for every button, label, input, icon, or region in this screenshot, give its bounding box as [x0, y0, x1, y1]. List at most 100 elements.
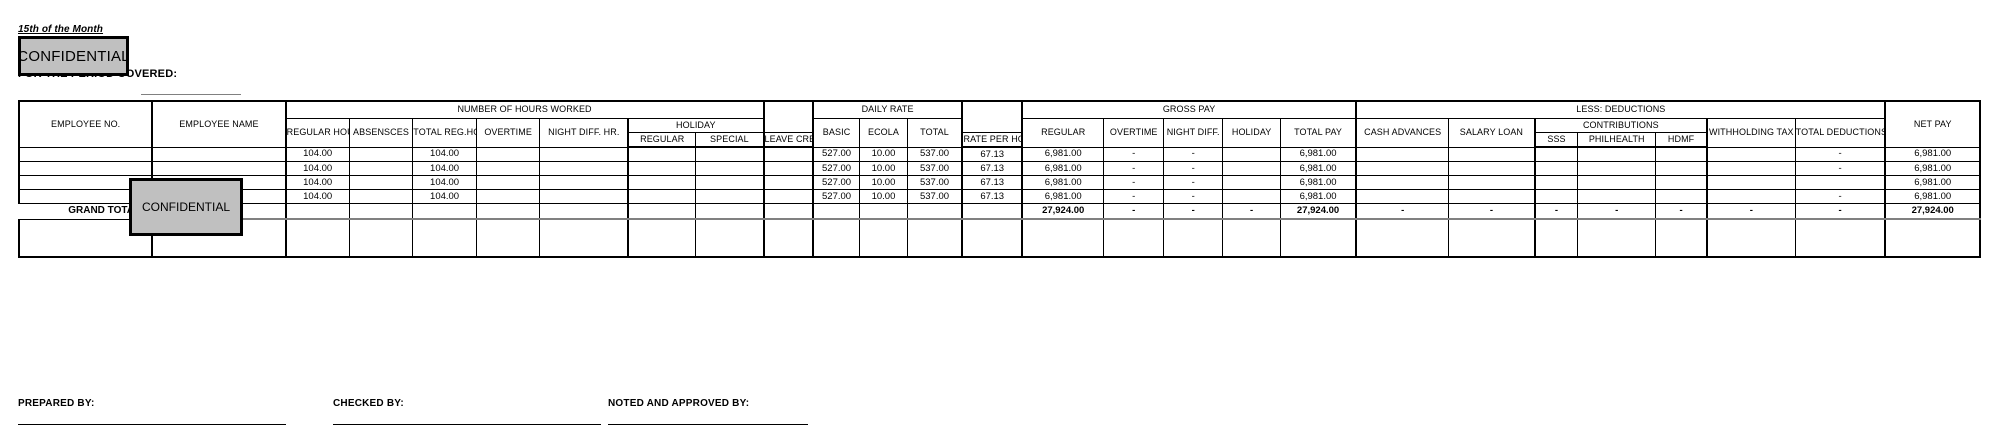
payroll-table-container: EMPLOYEE NO. EMPLOYEE NAME NUMBER OF HOU… — [17, 100, 1981, 258]
cell-total-pay: 6,981.00 — [1279, 146, 1358, 162]
total-holiday-regular — [627, 203, 697, 220]
filler-philhealth — [1577, 218, 1657, 258]
header-group-daily-rate: DAILY RATE — [811, 100, 964, 119]
cell-cash-advances — [1355, 146, 1450, 162]
total-cash-advances: - — [1355, 203, 1450, 220]
filler-gross-night-diff — [1162, 218, 1224, 258]
cell-holiday-special — [695, 161, 765, 176]
total-net-pay: 27,924.00 — [1884, 203, 1981, 220]
header-leave-credits-label: LEAVE CREDITS — [762, 132, 814, 148]
filler-absences — [348, 218, 414, 258]
cell-gross-overtime: - — [1103, 146, 1164, 162]
header-total-pay: TOTAL PAY — [1279, 118, 1358, 147]
signature-prepared-by: PREPARED BY: — [18, 398, 286, 425]
signature-footer: PREPARED BY: CHECKED BY: NOTED AND APPRO… — [18, 398, 1018, 446]
cell-total-pay: 6,981.00 — [1279, 189, 1358, 204]
header-overtime-hours: OVERTIME — [475, 118, 541, 147]
cell-holiday-special — [695, 175, 765, 190]
total-withholding-tax: - — [1706, 203, 1796, 220]
cell-hdmf — [1655, 175, 1708, 190]
total-gross-regular: 27,924.00 — [1020, 203, 1105, 220]
cell-sss — [1533, 146, 1579, 162]
checked-by-line — [333, 424, 601, 425]
header-absences: ABSENSCES — [348, 118, 414, 147]
header-gross-holiday: HOLIDAY — [1222, 118, 1281, 147]
cell-ecola: 10.00 — [859, 189, 908, 204]
filler-holiday-special — [695, 218, 765, 258]
cell-daily-total: 537.00 — [906, 189, 964, 204]
cell-leave-credits — [762, 175, 814, 190]
cell-gross-regular: 6,981.00 — [1020, 175, 1105, 190]
total-gross-holiday: - — [1222, 203, 1281, 220]
filler-hdmf — [1655, 218, 1708, 258]
filler-total-deductions — [1794, 218, 1887, 258]
cell-basic: 527.00 — [811, 161, 861, 176]
cell-holiday-regular — [627, 189, 697, 204]
cell-hdmf — [1655, 189, 1708, 204]
cell-daily-total: 537.00 — [906, 146, 964, 162]
cell-total-pay: 6,981.00 — [1279, 161, 1358, 176]
header-gross-regular: REGULAR — [1020, 118, 1105, 147]
cell-employee-name — [151, 146, 287, 162]
cell-night-diff-hr — [539, 189, 629, 204]
cell-withholding-tax — [1706, 161, 1796, 176]
cell-salary-loan — [1448, 161, 1536, 176]
total-total-pay: 27,924.00 — [1279, 203, 1358, 220]
cell-absences — [348, 189, 414, 204]
cell-withholding-tax — [1706, 189, 1796, 204]
cell-regular-hours: 104.00 — [284, 189, 350, 204]
cell-philhealth — [1577, 161, 1657, 176]
filler-gross-holiday — [1222, 218, 1281, 258]
total-basic — [811, 203, 861, 220]
header-total-reg-hours: TOTAL REG.HOURS — [412, 118, 477, 147]
total-total-reg-hours — [412, 203, 477, 220]
header-employee-name: EMPLOYEE NAME — [151, 100, 287, 148]
cell-gross-overtime: - — [1103, 175, 1164, 190]
total-total-deductions: - — [1794, 203, 1887, 220]
noted-approved-by-line — [608, 424, 808, 425]
cell-net-pay: 6,981.00 — [1884, 189, 1981, 204]
grand-total-label: GRAND TOTAL — [68, 205, 141, 216]
cell-gross-night-diff: - — [1162, 161, 1224, 176]
cell-net-pay: 6,981.00 — [1884, 175, 1981, 190]
cell-regular-hours: 104.00 — [284, 146, 350, 162]
total-regular-hours — [284, 203, 350, 220]
cell-overtime-hours — [475, 175, 541, 190]
cell-absences — [348, 175, 414, 190]
total-rate-per-hour — [961, 203, 1023, 220]
cell-night-diff-hr — [539, 161, 629, 176]
filler-night-diff-hr — [539, 218, 629, 258]
cell-gross-overtime: - — [1103, 161, 1164, 176]
table-row: 104.00 104.00 527.00 10.00 537.00 67.13 … — [17, 189, 1981, 204]
cell-total-reg-hours: 104.00 — [412, 175, 477, 190]
cell-total-reg-hours: 104.00 — [412, 189, 477, 204]
cell-sss — [1533, 161, 1579, 176]
cell-overtime-hours — [475, 189, 541, 204]
total-gross-night-diff: - — [1162, 203, 1224, 220]
cell-philhealth — [1577, 175, 1657, 190]
cell-regular-hours: 104.00 — [284, 161, 350, 176]
payroll-table: EMPLOYEE NO. EMPLOYEE NAME NUMBER OF HOU… — [17, 100, 1981, 258]
cell-salary-loan — [1448, 146, 1536, 162]
cell-holiday-special — [695, 189, 765, 204]
filler-daily-total — [906, 218, 964, 258]
cell-gross-night-diff: - — [1162, 146, 1224, 162]
cell-gross-holiday — [1222, 175, 1281, 190]
cell-net-pay: 6,981.00 — [1884, 146, 1981, 162]
cell-gross-holiday — [1222, 146, 1281, 162]
header-gross-night-diff: NIGHT DIFF. — [1162, 118, 1224, 147]
header-holiday-special: SPECIAL — [695, 132, 765, 148]
cell-regular-hours: 104.00 — [284, 175, 350, 190]
total-hdmf: - — [1655, 203, 1708, 220]
cell-rate-per-hour: 67.13 — [961, 189, 1023, 204]
cell-total-reg-hours: 104.00 — [412, 146, 477, 162]
filler-ecola — [859, 218, 908, 258]
cell-employee-name — [151, 161, 287, 176]
cell-hdmf — [1655, 146, 1708, 162]
cell-basic: 527.00 — [811, 189, 861, 204]
signature-noted-approved-by: NOTED AND APPROVED BY: — [608, 398, 808, 425]
filler-cash-advances — [1355, 218, 1450, 258]
prepared-by-label: PREPARED BY: — [18, 398, 95, 409]
cell-net-pay: 6,981.00 — [1884, 161, 1981, 176]
signature-checked-by: CHECKED BY: — [333, 398, 601, 425]
